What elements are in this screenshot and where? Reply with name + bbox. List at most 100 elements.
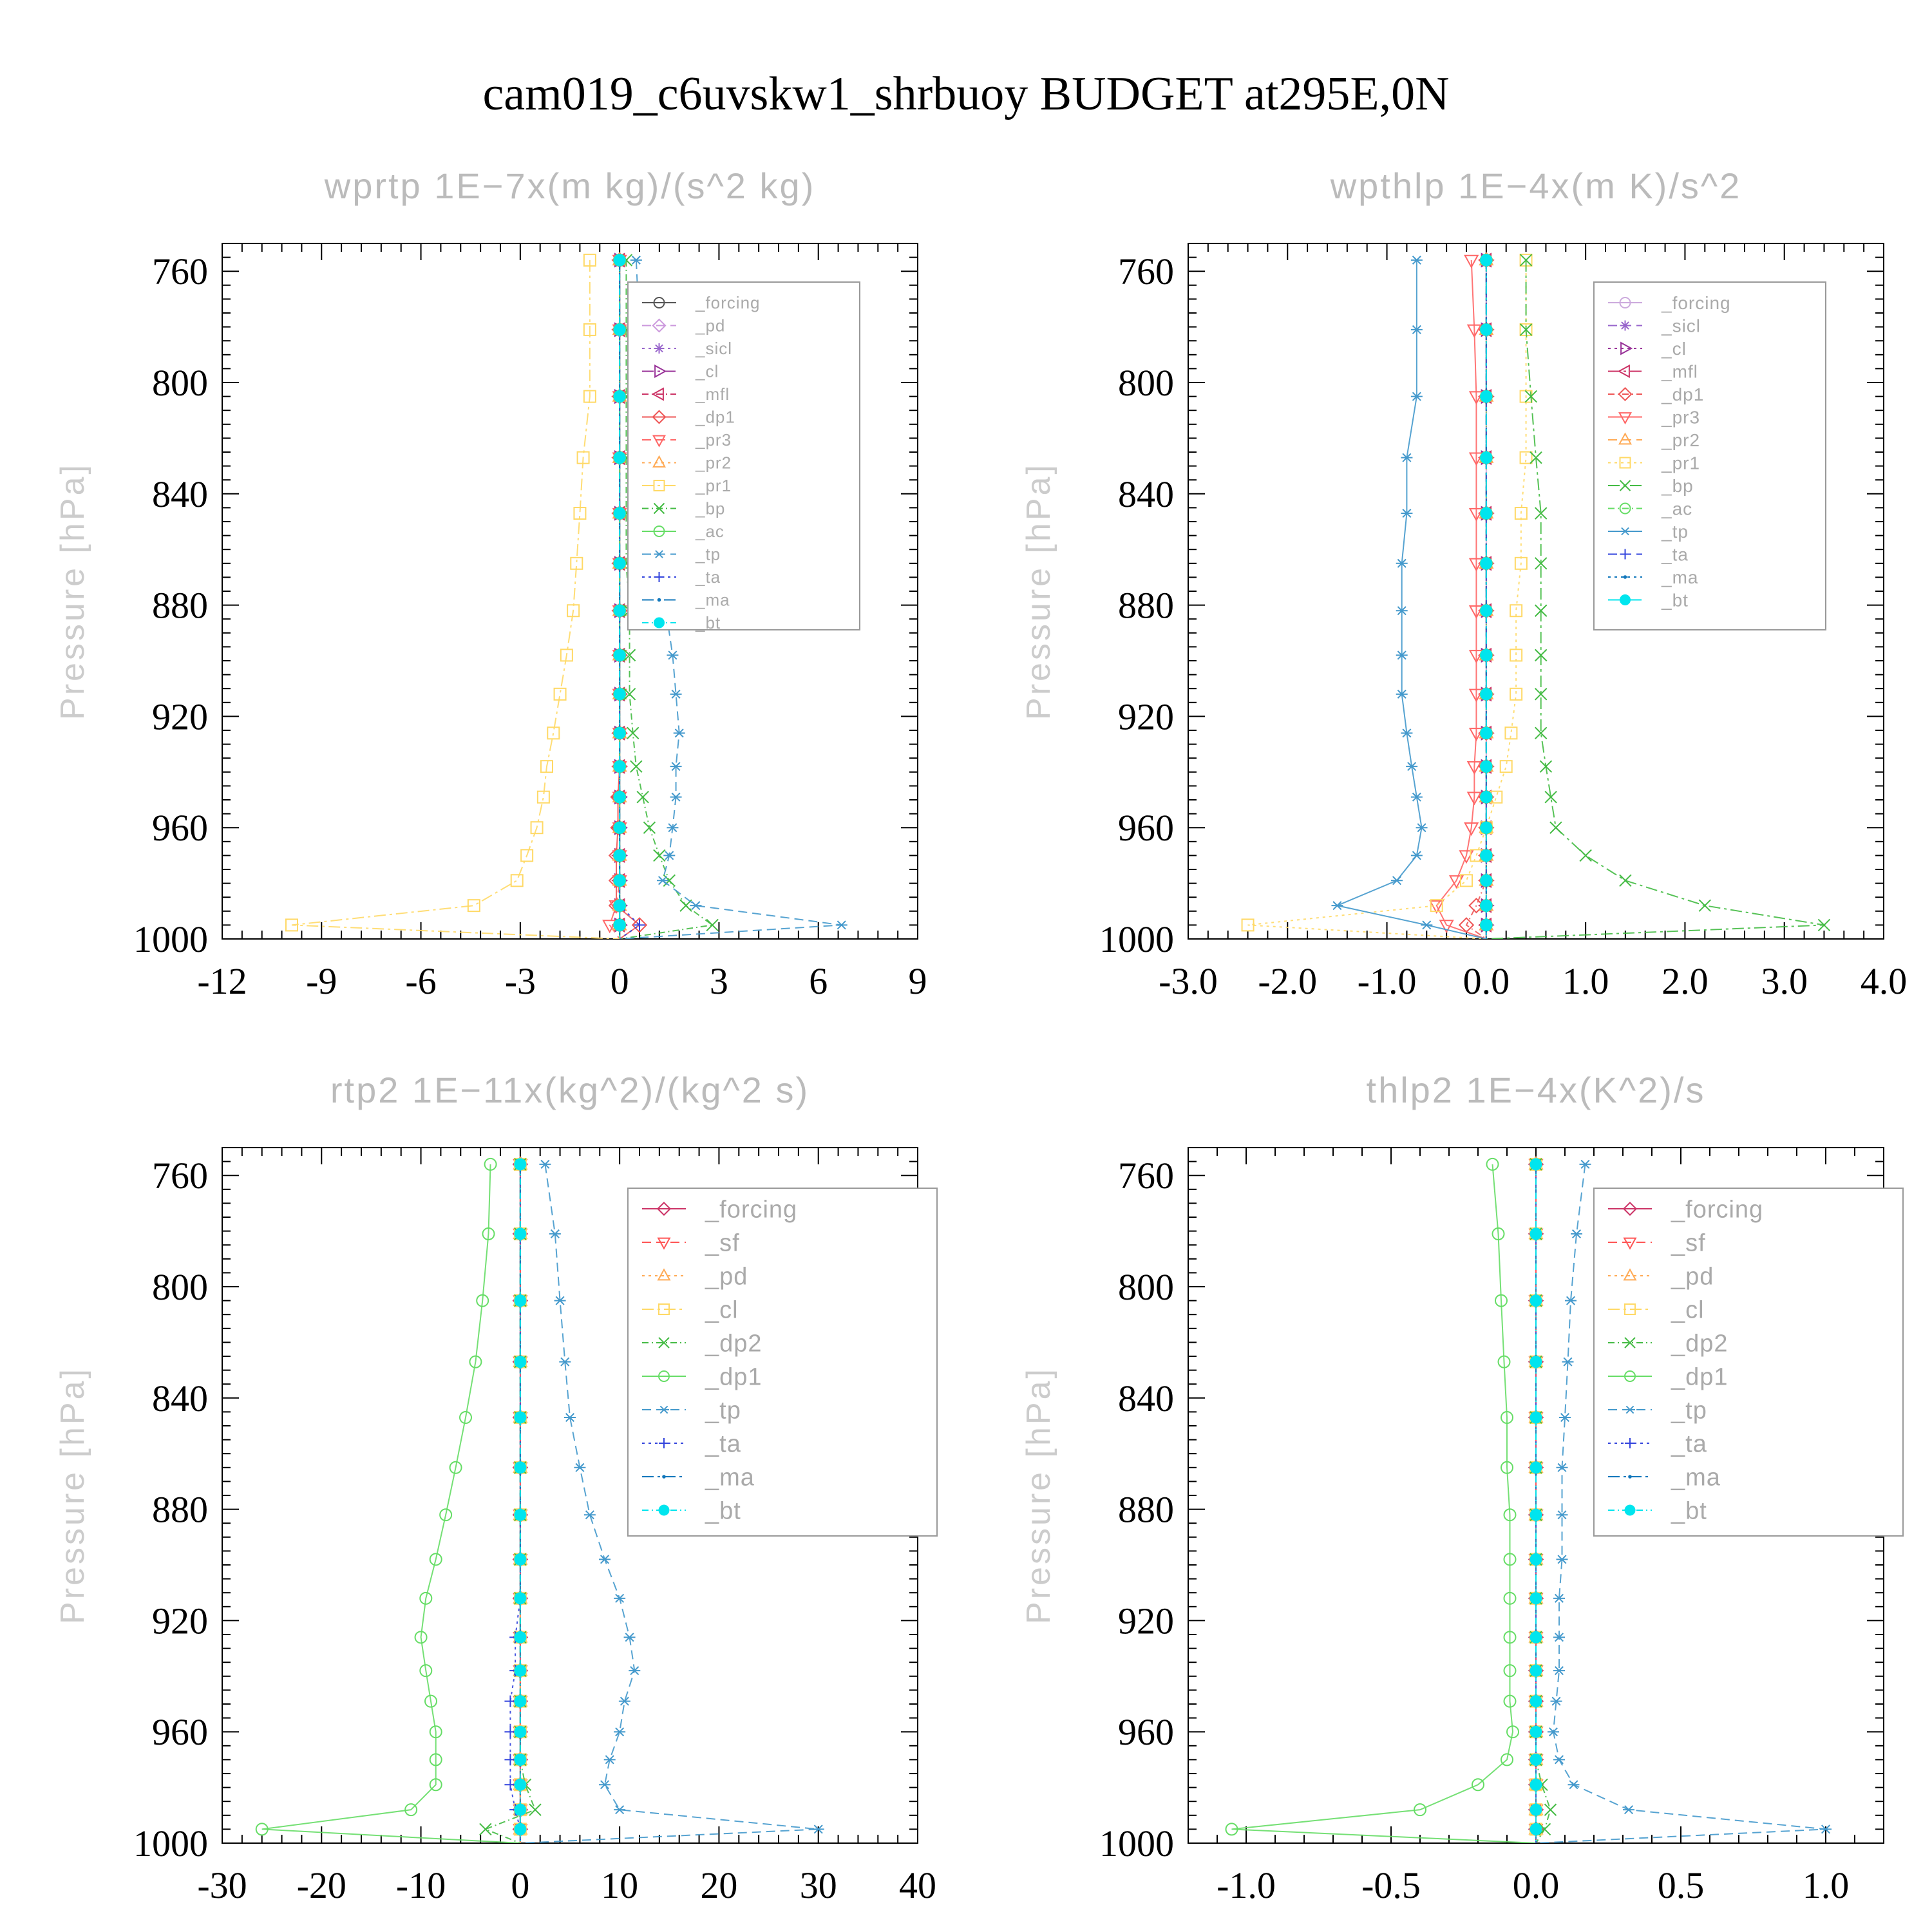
data-point — [1519, 451, 1533, 464]
legend-label: _ta — [1661, 544, 1689, 564]
data-point — [1530, 1778, 1542, 1791]
y-tick-label: 840 — [1118, 473, 1174, 515]
legend-label: _cl — [1671, 1296, 1705, 1323]
data-point — [1571, 1229, 1582, 1238]
data-point — [613, 849, 626, 862]
legend-item: _bt — [642, 613, 720, 632]
y-tick-label: 880 — [152, 1489, 208, 1531]
data-point — [1416, 823, 1428, 833]
data-point — [631, 917, 648, 933]
data-point — [1530, 1356, 1542, 1368]
legend-label: _pr2 — [695, 453, 732, 473]
data-point — [1225, 1823, 1238, 1836]
data-point — [1396, 689, 1408, 699]
data-point — [1501, 1461, 1513, 1474]
legend-label: _cl — [705, 1296, 739, 1323]
data-point — [1480, 557, 1493, 570]
data-point — [663, 874, 676, 887]
data-point — [1466, 791, 1482, 806]
x-tick-label: 20 — [700, 1864, 737, 1906]
data-point — [1503, 1694, 1517, 1708]
data-point — [1539, 760, 1553, 773]
legend-marker — [657, 1268, 671, 1281]
series-group — [285, 252, 848, 939]
series-line — [1535, 1164, 1826, 1843]
data-point — [1448, 875, 1464, 889]
legend-marker — [1624, 1504, 1636, 1516]
legend-item: _pr1 — [642, 476, 731, 495]
legend-marker — [654, 617, 665, 629]
x-tick-label: 4.0 — [1861, 960, 1908, 1002]
y-tick-label: 960 — [152, 1711, 208, 1753]
legend-marker — [654, 365, 667, 378]
y-tick-label: 840 — [1118, 1378, 1174, 1419]
legend-item: _tp — [1608, 1397, 1707, 1424]
data-point — [1550, 1696, 1562, 1706]
data-point — [1623, 1805, 1634, 1815]
legend-marker — [652, 318, 667, 333]
legend-marker — [658, 1337, 670, 1349]
legend-marker — [1619, 502, 1631, 515]
data-point — [1480, 649, 1493, 661]
legend-label: _bp — [695, 499, 725, 518]
legend-label: _tp — [1661, 522, 1689, 542]
data-point — [1503, 1631, 1517, 1644]
legend-label: _ma — [1661, 567, 1698, 587]
legend-label: _pr2 — [1661, 430, 1700, 450]
data-point — [1530, 1411, 1542, 1424]
y-axis-label: Pressure [hPa] — [1020, 1367, 1057, 1624]
data-point — [414, 1631, 428, 1644]
data-point — [614, 1727, 626, 1737]
data-point — [673, 728, 685, 738]
legend-label: _pr1 — [1661, 453, 1700, 473]
y-axis-label: Pressure [hPa] — [54, 462, 91, 720]
legend-marker — [1618, 386, 1633, 402]
legend-label: _bt — [705, 1497, 741, 1524]
legend-label: _pd — [1671, 1263, 1714, 1290]
legend-marker — [657, 1237, 671, 1250]
legend-marker — [657, 598, 661, 602]
chart-panel-3: rtp2 1E−11x(kg^2)/(kg^2 s) Pressure [hPa]… — [54, 1070, 938, 1906]
y-tick-label: 1000 — [133, 918, 208, 960]
legend: _forcing _pd _sicl _cl _mfl _dp1 _pr3 _pr2 _pr1 _… — [627, 281, 860, 632]
data-point — [1579, 849, 1592, 862]
data-point — [667, 823, 679, 833]
y-axis-label: Pressure [hPa] — [1020, 462, 1057, 720]
data-point — [1331, 901, 1343, 911]
data-point — [1421, 920, 1433, 930]
data-point — [614, 1593, 626, 1603]
x-tick-label: 1.0 — [1803, 1864, 1850, 1906]
data-point — [623, 649, 636, 662]
data-point — [570, 556, 583, 570]
data-point — [1501, 1753, 1513, 1766]
data-point — [1401, 728, 1413, 738]
panel-title: wpthlp 1E−4x(m K)/s^2 — [1330, 166, 1742, 206]
x-tick-label: 6 — [809, 960, 828, 1002]
y-tick-label: 760 — [152, 1155, 208, 1197]
data-point — [1817, 918, 1831, 932]
legend-label: _ac — [1661, 498, 1692, 518]
legend-label: _sf — [1671, 1229, 1706, 1256]
data-point — [1480, 451, 1493, 464]
legend-label: _mfl — [695, 384, 730, 404]
legend-item: _cl — [642, 362, 718, 381]
legend-item: _ma — [642, 591, 730, 610]
data-point — [520, 849, 534, 862]
series-group — [255, 1156, 824, 1843]
series-pr1 — [285, 253, 620, 939]
legend-label: _dp1 — [705, 1363, 762, 1390]
panel-title: wprtp 1E−7x(m kg)/(s^2 kg) — [324, 166, 815, 206]
legend-marker — [1617, 365, 1630, 378]
legend-label: _ta — [695, 567, 721, 587]
legend-item: _pr3 — [642, 430, 731, 450]
legend-label: _ma — [1671, 1464, 1721, 1491]
data-point — [613, 557, 626, 570]
data-point — [559, 1357, 571, 1367]
data-point — [1468, 558, 1484, 572]
data-point — [1410, 792, 1423, 802]
data-point — [424, 1694, 437, 1708]
data-point — [1466, 761, 1482, 775]
data-point — [514, 1664, 527, 1677]
data-point — [835, 920, 848, 930]
series-bt — [1480, 254, 1493, 939]
